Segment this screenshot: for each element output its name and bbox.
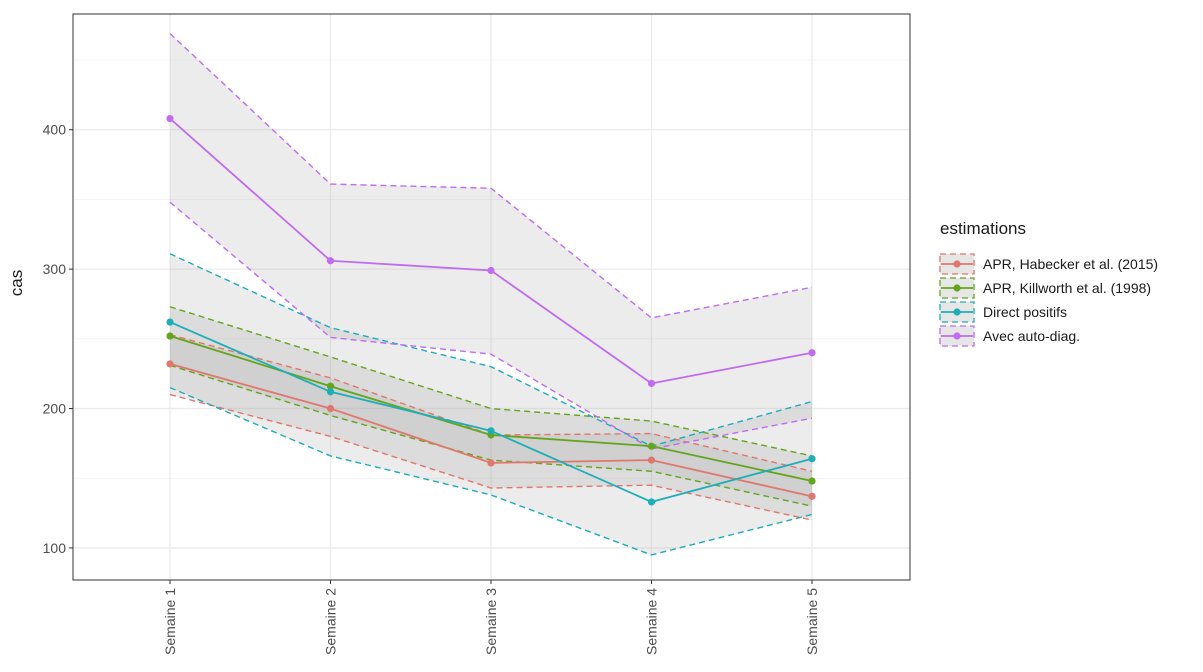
legend-label: Avec auto-diag. [983,328,1080,344]
legend-key-point [953,284,961,292]
x-tick-label: Semaine 2 [323,588,339,655]
legend-label: APR, Killworth et al. (1998) [983,280,1151,296]
bound-line-lower [169,201,813,450]
bound-line-upper [169,306,813,457]
data-point [647,379,656,388]
bound-line-lower [169,393,813,521]
y-tick-label: 400 [43,122,67,138]
confidence-band [170,334,812,521]
data-point [166,332,174,340]
y-tick-label: 100 [43,540,67,556]
x-tick-label: Semaine 1 [162,588,178,655]
data-point [326,388,335,396]
data-point [166,114,174,123]
x-tick-label: Semaine 3 [483,588,499,655]
data-point [808,492,816,500]
legend-key-point [953,332,961,340]
bound-line-upper [169,333,813,472]
y-tick-label: 300 [43,261,67,277]
confidence-band [170,33,812,449]
confidence-band [170,253,812,555]
bound-line-upper [169,253,813,447]
legend-label: Direct positifs [983,304,1067,320]
plot-panel [72,13,911,581]
bound-line-upper [169,33,813,319]
data-point [487,266,495,275]
legend-key-point [953,260,961,268]
x-tick-label: Semaine 4 [644,588,660,655]
data-point [808,349,816,357]
data-point [326,382,335,390]
data-point [647,498,656,506]
data-point [647,456,656,464]
y-axis-title: cas [7,270,26,296]
legend-label: APR, Habecker et al. (2015) [983,256,1158,272]
data-point [326,404,335,413]
data-point [166,360,174,368]
axes: 100 200 300 400 Semaine 1 Semaine 2 Semaine 3 S… [43,122,820,655]
data-point [166,318,174,326]
data-point [808,477,816,485]
y-tick-label: 200 [43,401,67,417]
data-point [647,442,656,450]
legend-key-point [953,308,961,316]
data-point [487,427,495,435]
data-point [487,459,495,467]
data-point [326,257,335,265]
confidence-band [170,306,812,507]
x-tick-label: Semaine 5 [804,588,820,655]
legend-title: estimations [940,219,1026,238]
data-point [808,455,816,463]
legend: estimations APR, Habecker et al. (2015) A… [939,219,1158,347]
